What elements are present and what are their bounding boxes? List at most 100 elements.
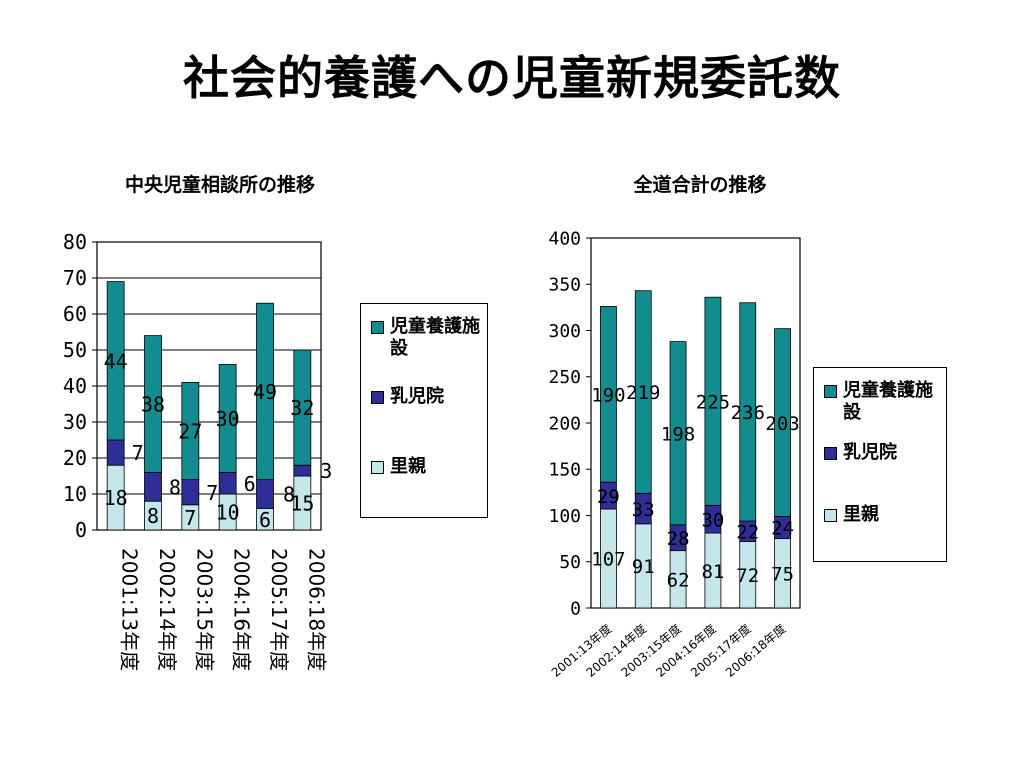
chart1-legend-item-nyujiin: 乳児院 xyxy=(371,386,490,408)
chart2-legend: 児童養護施設 乳児院 里親 xyxy=(813,367,947,562)
chart2-bar-shisetsu xyxy=(634,290,652,494)
chart1-ytick-label: 70 xyxy=(63,266,87,290)
chart2-plot-frame xyxy=(590,237,801,609)
chart1-bar-shisetsu xyxy=(144,335,162,473)
chart2-data-label-nyujiin: 29 xyxy=(597,486,620,508)
chart1-category-label: 2002:14年度 xyxy=(155,548,179,671)
chart1-data-label-satooya: 18 xyxy=(104,486,128,510)
chart1-data-label-shisetsu: 30 xyxy=(216,407,240,431)
chart1-ytick-label: 50 xyxy=(63,338,87,362)
chart1-category-label: 2005:17年度 xyxy=(267,548,291,671)
chart2-title: 全道合計の推移 xyxy=(633,174,767,196)
chart2-data-label-shisetsu: 203 xyxy=(765,413,799,435)
chart2-legend-label-nyujiin: 乳児院 xyxy=(843,442,897,463)
chart2-legend-item-shisetsu: 児童養護施設 xyxy=(824,380,943,424)
chart1-legend-label-satooya: 里親 xyxy=(390,456,426,477)
chart2-bar-shisetsu xyxy=(774,328,791,517)
chart2-legend-swatch-satooya xyxy=(824,509,837,522)
chart2-data-label-shisetsu: 225 xyxy=(696,391,730,413)
chart2-category-label: 2001:13年度 xyxy=(548,621,614,680)
chart1-ytick-label: 20 xyxy=(63,446,87,470)
chart2-ytick-label: 300 xyxy=(548,321,581,342)
chart1-data-label-satooya: 7 xyxy=(184,506,196,530)
chart2-bar-shisetsu xyxy=(669,341,687,526)
chart1-legend-label-shisetsu: 児童養護施設 xyxy=(390,316,480,359)
chart1-legend-swatch-nyujiin xyxy=(371,391,384,404)
chart2-bar-shisetsu xyxy=(739,302,757,522)
chart2-legend-item-satooya: 里親 xyxy=(824,504,943,526)
chart1-data-label-shisetsu: 27 xyxy=(178,420,202,444)
chart1-plot-frame xyxy=(96,241,322,531)
chart2-data-label-satooya: 62 xyxy=(667,570,690,592)
chart2-ytick-label: 200 xyxy=(548,413,581,434)
chart1-legend-item-satooya: 里親 xyxy=(371,456,490,478)
chart2-data-label-shisetsu: 236 xyxy=(731,402,765,424)
chart2-data-label-satooya: 81 xyxy=(701,561,724,583)
chart1-data-label-shisetsu: 44 xyxy=(104,349,128,373)
chart1-ytick-label: 10 xyxy=(63,482,87,506)
chart2-legend-swatch-shisetsu xyxy=(824,385,837,398)
chart1-category-label: 2004:16年度 xyxy=(230,548,254,671)
chart2-ytick-label: 400 xyxy=(548,228,581,249)
chart1-data-label-nyujiin: 3 xyxy=(320,459,332,483)
chart2-data-label-satooya: 72 xyxy=(736,565,759,587)
chart1-legend-swatch-shisetsu xyxy=(371,321,384,334)
chart2-data-label-shisetsu: 190 xyxy=(591,385,625,407)
chart2-bar-shisetsu xyxy=(704,296,722,506)
chart1-category-label: 2006:18年度 xyxy=(304,548,328,671)
chart2-data-label-shisetsu: 198 xyxy=(661,423,695,445)
chart1-bar-shisetsu xyxy=(293,349,312,466)
chart1-category-label: 2003:15年度 xyxy=(192,548,216,671)
chart2-data-label-nyujiin: 30 xyxy=(701,509,724,531)
chart1-data-label-nyujiin: 6 xyxy=(244,472,256,496)
chart1-legend-label-nyujiin: 乳児院 xyxy=(390,386,444,407)
chart1-legend: 児童養護施設 乳児院 里親 xyxy=(360,303,488,518)
chart1-category-label: 2001:13年度 xyxy=(118,548,142,671)
chart2-data-label-nyujiin: 33 xyxy=(632,499,655,521)
chart1-legend-item-shisetsu: 児童養護施設 xyxy=(371,316,490,360)
chart2-bar-shisetsu xyxy=(600,306,617,483)
chart1-data-label-nyujiin: 7 xyxy=(132,441,144,465)
chart1-data-label-satooya: 10 xyxy=(216,501,240,525)
chart1-bar-shisetsu xyxy=(106,281,125,441)
chart2-ytick-label: 100 xyxy=(548,506,581,527)
chart2-legend-label-satooya: 里親 xyxy=(843,504,879,525)
chart1-ytick-label: 60 xyxy=(63,302,87,326)
chart1-bar-shisetsu xyxy=(256,302,274,481)
chart2-data-label-shisetsu: 219 xyxy=(626,382,660,404)
chart1-ytick-label: 30 xyxy=(63,410,87,434)
chart1-data-label-nyujiin: 8 xyxy=(169,475,181,499)
chart1-data-label-nyujiin: 7 xyxy=(206,481,218,505)
chart2-ytick-label: 350 xyxy=(548,275,581,296)
chart1-ytick-label: 40 xyxy=(63,374,87,398)
chart1-bar-shisetsu xyxy=(181,381,200,480)
chart2-data-label-nyujiin: 24 xyxy=(771,518,794,540)
chart2-data-label-satooya: 91 xyxy=(632,556,655,578)
chart2-legend-item-nyujiin: 乳児院 xyxy=(824,442,943,464)
chart2-ytick-label: 0 xyxy=(570,598,581,619)
chart2-data-label-nyujiin: 28 xyxy=(667,528,690,550)
chart1-legend-swatch-satooya xyxy=(371,461,384,474)
chart1-data-label-satooya: 15 xyxy=(290,492,314,516)
chart1-data-label-satooya: 8 xyxy=(147,504,159,528)
chart2-ytick-label: 50 xyxy=(559,552,581,573)
chart1-ytick-label: 80 xyxy=(63,230,87,254)
chart2-legend-swatch-nyujiin xyxy=(824,447,837,460)
chart1-ytick-label: 0 xyxy=(75,518,87,542)
chart2-data-label-satooya: 107 xyxy=(591,549,625,571)
chart1-data-label-nyujiin: 8 xyxy=(283,483,295,507)
chart2-data-label-satooya: 75 xyxy=(771,564,794,586)
chart1-bar-shisetsu xyxy=(218,363,237,473)
chart2-ytick-label: 150 xyxy=(548,460,581,481)
chart1-data-label-shisetsu: 49 xyxy=(253,380,277,404)
chart2-data-label-nyujiin: 22 xyxy=(736,521,759,543)
chart2-legend-label-shisetsu: 児童養護施設 xyxy=(843,380,933,423)
chart1-title: 中央児童相談所の推移 xyxy=(124,174,315,196)
chart1-data-label-satooya: 6 xyxy=(259,508,271,532)
chart2-ytick-label: 250 xyxy=(548,367,581,388)
chart1-data-label-shisetsu: 32 xyxy=(290,396,314,420)
chart1-data-label-shisetsu: 38 xyxy=(141,393,165,417)
slide-title: 社会的養護への児童新規委託数 xyxy=(183,51,841,105)
